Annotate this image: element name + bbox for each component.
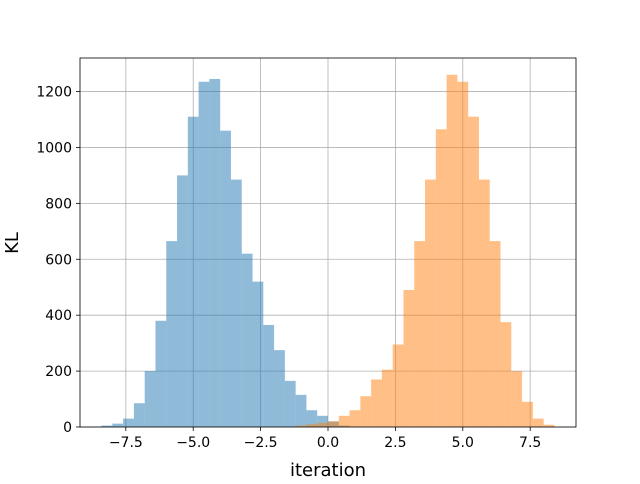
histogram-bar [532, 418, 544, 427]
histogram-bar [252, 281, 264, 427]
histogram-bar [349, 410, 361, 427]
histogram-bar [198, 81, 210, 428]
y-tick-label: 0 [63, 420, 72, 436]
x-tick-label: 7.5 [519, 435, 541, 451]
histogram-bar [295, 394, 307, 427]
histogram-bar [241, 253, 253, 427]
histogram-bar [209, 78, 221, 427]
y-tick-label: 1000 [36, 140, 72, 156]
x-tick-label: −5.0 [176, 435, 210, 451]
histogram-bar [230, 179, 242, 427]
y-axis-label: KL [2, 232, 23, 254]
histogram-bar [187, 116, 199, 428]
y-tick-label: 1200 [36, 85, 72, 101]
x-tick-label: 0.0 [317, 435, 339, 451]
histogram-bar [381, 369, 393, 427]
histogram-bar [392, 344, 404, 427]
histogram-bar [360, 396, 372, 427]
histogram-bar [328, 421, 339, 427]
histogram-bar [112, 423, 124, 427]
x-tick-label: −2.5 [244, 435, 278, 451]
histogram-bar [123, 418, 134, 427]
histogram-bar [263, 324, 275, 427]
y-tick-label: 200 [45, 364, 72, 380]
histogram-bar [446, 74, 458, 427]
tick-layer: −7.5 −5.0 −2.5 0.0 2.5 5.0 7.5 0 200 400 600 800 100… [36, 85, 541, 451]
bars-layer [101, 74, 555, 428]
histogram-bar [274, 350, 285, 427]
histogram-bar [522, 401, 533, 427]
histogram-bar [403, 290, 415, 427]
histogram-bar [101, 425, 113, 427]
histogram-bar [414, 241, 426, 427]
histogram-bar [500, 322, 512, 427]
histogram-bar [425, 179, 436, 427]
histogram-bar [543, 424, 555, 427]
histogram-bar [177, 175, 188, 427]
x-tick-label: 5.0 [452, 435, 474, 451]
histogram-bar [306, 410, 318, 427]
histogram-bar [468, 116, 479, 428]
y-tick-label: 800 [45, 196, 72, 212]
histogram-bar [155, 320, 167, 427]
histogram-bar [144, 371, 156, 427]
y-tick-label: 400 [45, 308, 72, 324]
histogram-bar [306, 424, 318, 427]
histogram-bar [284, 380, 296, 427]
histogram-bar [220, 130, 231, 427]
x-tick-label: 2.5 [384, 435, 406, 451]
histogram-bar [371, 379, 382, 427]
histogram-bar [511, 371, 523, 427]
histogram-bar [489, 241, 501, 427]
histogram-bar [166, 241, 178, 427]
histogram-bar [317, 415, 328, 427]
x-axis-label: iteration [290, 460, 366, 480]
histogram-bar [338, 415, 350, 427]
histogram-bar [133, 403, 145, 427]
x-tick-label: −7.5 [109, 435, 143, 451]
histogram-bar [457, 81, 469, 428]
y-tick-label: 600 [45, 252, 72, 268]
histogram-bar [295, 425, 307, 427]
histogram-bar [435, 129, 447, 427]
histogram-bar [317, 422, 328, 427]
histogram-bar [478, 179, 490, 427]
